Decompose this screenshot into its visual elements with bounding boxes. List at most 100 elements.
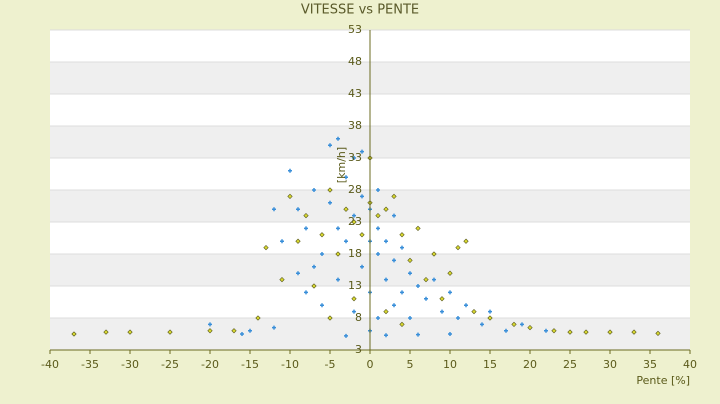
point: [655, 330, 661, 336]
point: [487, 315, 493, 321]
point: [208, 322, 212, 327]
point: [511, 321, 517, 328]
y-tick-label: 28: [348, 183, 362, 196]
x-tick-label: -40: [41, 358, 59, 371]
point: [71, 331, 77, 337]
point: [488, 309, 492, 314]
point: [328, 143, 332, 148]
x-tick-label: 40: [683, 358, 697, 371]
y-tick-label: 33: [348, 151, 362, 164]
x-tick-label: -5: [325, 358, 336, 371]
point: [463, 238, 469, 244]
y-tick-label: 43: [348, 87, 362, 100]
point: [455, 244, 461, 251]
point: [471, 308, 477, 315]
point: [439, 296, 445, 302]
x-tick-label: -35: [81, 358, 99, 371]
point: [248, 328, 252, 333]
point: [231, 328, 237, 334]
point: [480, 322, 484, 327]
point: [376, 316, 380, 320]
y-axis-label: [km/h]: [335, 147, 348, 183]
point: [392, 258, 396, 263]
x-tick-label: 15: [483, 358, 497, 371]
point: [288, 168, 292, 173]
y-tick-label: 13: [348, 279, 362, 292]
point: [296, 207, 300, 212]
point: [407, 257, 413, 264]
point: [127, 329, 133, 335]
x-tick-label: 20: [523, 358, 537, 371]
point: [319, 232, 325, 238]
point: [376, 226, 380, 231]
point: [392, 213, 396, 218]
point: [360, 149, 364, 154]
point: [415, 225, 421, 232]
point: [296, 271, 300, 276]
y-tick-label: 8: [355, 311, 362, 324]
point: [167, 329, 173, 335]
point: [207, 328, 213, 334]
point: [408, 316, 412, 320]
chart-title: VITESSE vs PENTE: [301, 3, 419, 18]
point: [583, 329, 589, 335]
point: [424, 296, 428, 301]
point: [448, 332, 452, 336]
point: [447, 270, 453, 276]
point: [423, 276, 429, 283]
point: [295, 238, 301, 244]
point: [607, 329, 613, 335]
point: [344, 333, 348, 338]
point: [392, 303, 396, 308]
point: [304, 226, 308, 231]
point: [328, 200, 332, 205]
point: [320, 303, 324, 308]
point: [312, 264, 316, 269]
point: [335, 251, 341, 257]
point: [103, 329, 109, 335]
point: [344, 239, 348, 244]
point: [391, 193, 397, 200]
x-tick-label: -10: [281, 358, 299, 371]
x-tick-label: -20: [201, 358, 219, 371]
point: [344, 175, 348, 180]
y-tick-label: 3: [355, 343, 362, 356]
x-tick-label: 30: [603, 358, 617, 371]
point: [376, 188, 380, 192]
point: [551, 328, 557, 334]
point: [520, 322, 524, 327]
point: [263, 244, 269, 251]
point: [336, 136, 340, 141]
point: [352, 213, 356, 218]
point: [384, 333, 388, 338]
point: [255, 315, 261, 321]
point: [504, 328, 508, 333]
point: [456, 316, 460, 320]
point: [416, 284, 420, 288]
point: [384, 277, 388, 282]
point: [567, 329, 573, 335]
x-tick-label: 10: [443, 358, 457, 371]
point: [399, 321, 405, 328]
x-tick-label: 25: [563, 358, 577, 371]
point: [383, 308, 389, 315]
y-tick-label: 48: [348, 55, 362, 68]
point: [464, 303, 468, 308]
point: [327, 315, 333, 321]
x-axis-label: Pente [%]: [636, 374, 690, 387]
point: [375, 212, 381, 219]
point: [359, 232, 365, 238]
point: [376, 252, 380, 256]
point: [544, 328, 548, 333]
y-tick-label: 23: [348, 215, 362, 228]
point: [527, 324, 533, 331]
x-tick-label: 0: [367, 358, 374, 371]
point: [351, 219, 357, 225]
point: [272, 207, 276, 212]
x-tick-label: -25: [161, 358, 179, 371]
point: [431, 251, 437, 257]
point: [280, 239, 284, 244]
point: [303, 212, 309, 219]
point: [384, 239, 388, 244]
